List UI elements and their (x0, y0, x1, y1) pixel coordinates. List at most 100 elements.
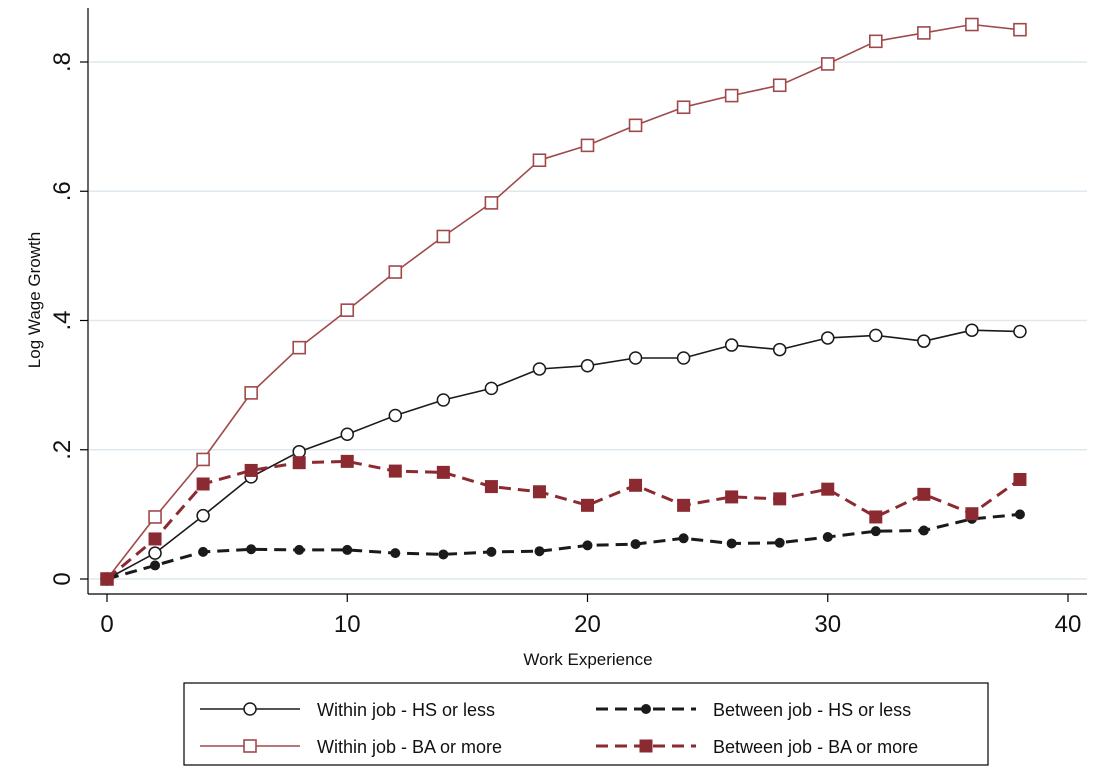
data-point (724, 88, 739, 103)
data-point (629, 478, 643, 492)
series-line (106, 512, 1021, 581)
data-point (196, 477, 210, 491)
y-axis-title: Log Wage Growth (25, 232, 44, 368)
data-point (196, 452, 210, 467)
legend-box (183, 682, 989, 766)
legend-swatch-marker (639, 739, 653, 753)
y-tick-label: .8 (49, 52, 76, 72)
data-point (821, 482, 835, 496)
legend-label: Within job - HS or less (317, 700, 495, 720)
data-point (148, 546, 162, 560)
data-point (292, 456, 306, 470)
data-point (1013, 324, 1027, 339)
legend-swatch-marker (243, 702, 257, 716)
x-tick-label: 40 (1055, 611, 1082, 638)
series-between-job-ba-or-more (100, 454, 1027, 586)
data-point (868, 34, 883, 49)
data-point (965, 507, 979, 521)
legend-label: Between job - BA or more (713, 737, 918, 757)
data-point (917, 334, 931, 348)
data-point (342, 544, 353, 555)
data-point (244, 463, 258, 477)
y-tick-label: .6 (49, 181, 76, 201)
data-point (965, 17, 979, 32)
data-point (436, 465, 450, 479)
data-point (870, 526, 881, 537)
data-point (678, 533, 689, 544)
data-point (1013, 472, 1027, 486)
x-tick-label: 0 (100, 611, 113, 638)
data-point (340, 303, 355, 317)
data-point (484, 381, 499, 396)
legend-item-between-job-hs-or-less: Between job - HS or less (596, 700, 911, 720)
y-tick-label: .4 (49, 310, 76, 330)
data-point (628, 118, 643, 133)
data-point (292, 340, 307, 355)
data-point (1014, 509, 1025, 520)
gridlines (89, 61, 1087, 580)
x-tick-label: 10 (334, 611, 361, 638)
data-point (484, 196, 499, 210)
data-point (246, 544, 257, 555)
data-point (822, 531, 833, 542)
series-line (106, 23, 1020, 580)
data-point (340, 427, 354, 441)
data-point (917, 26, 931, 40)
x-tick-label: 20 (574, 611, 601, 638)
data-point (484, 480, 498, 494)
y-tick-label: 0 (49, 572, 76, 585)
data-point (150, 560, 161, 571)
axis-ticks: 0 .2 .4 .6 .8 0 10 20 30 40 (49, 52, 1081, 638)
series-group (100, 17, 1027, 586)
data-point (532, 485, 546, 499)
data-point (869, 328, 883, 343)
data-point (918, 525, 929, 536)
data-point (965, 323, 979, 337)
data-point (676, 100, 691, 115)
series-within-job-hs-or-less (100, 323, 1027, 586)
data-point (581, 498, 594, 512)
data-point (388, 464, 402, 478)
data-point (148, 510, 162, 524)
data-point (294, 544, 305, 555)
data-point (726, 538, 737, 549)
data-point (198, 546, 209, 557)
series-within-job-ba-or-more (100, 17, 1027, 586)
data-point (774, 537, 785, 548)
data-point (917, 487, 931, 501)
data-point (388, 408, 403, 423)
legend-swatch-marker (641, 704, 651, 714)
data-point (772, 78, 787, 93)
data-point (100, 572, 114, 586)
data-point (821, 331, 835, 345)
x-axis-title: Work Experience (523, 650, 652, 669)
data-point (486, 546, 497, 557)
legend-label: Between job - HS or less (713, 700, 911, 720)
data-point (148, 532, 162, 546)
series-between-job-hs-or-less (102, 509, 1025, 584)
data-point (582, 540, 593, 551)
data-point (532, 362, 547, 376)
data-point (340, 454, 354, 468)
data-point (532, 153, 547, 168)
data-point (773, 492, 787, 506)
data-point (1013, 22, 1027, 37)
data-point (438, 549, 449, 560)
data-point (677, 498, 691, 512)
data-point (820, 57, 835, 71)
data-point (388, 265, 403, 279)
legend-item-between-job-ba-or-more: Between job - BA or more (596, 737, 918, 757)
data-point (724, 338, 739, 352)
y-tick-label: .2 (49, 440, 76, 460)
x-tick-label: 30 (814, 611, 841, 638)
data-point (534, 546, 545, 557)
data-point (196, 508, 210, 523)
data-point (390, 548, 401, 559)
data-point (676, 351, 691, 365)
series-line (106, 329, 1020, 580)
data-point (292, 444, 306, 459)
legend-swatch-marker (243, 739, 257, 753)
data-point (772, 342, 787, 357)
legend-entries: Within job - HS or less Between job - HS … (200, 700, 918, 757)
